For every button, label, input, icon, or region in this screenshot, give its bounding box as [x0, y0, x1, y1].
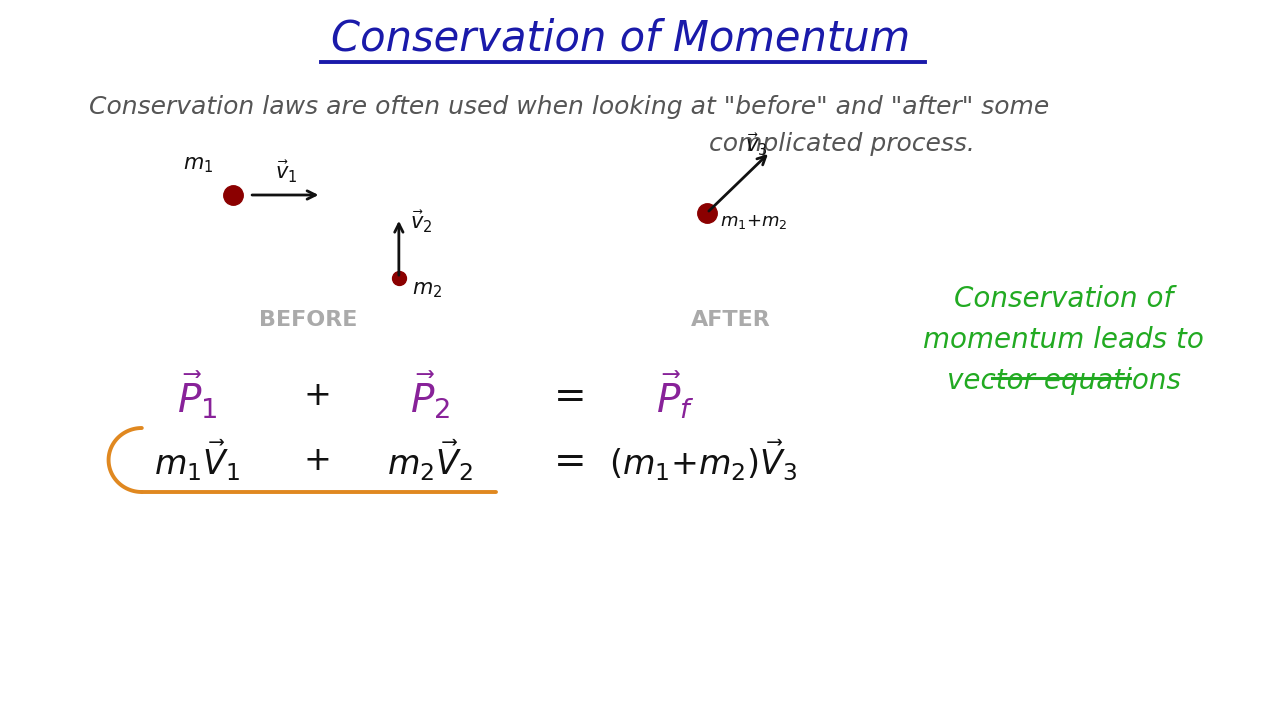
Text: complicated process.: complicated process. — [709, 132, 975, 156]
Text: Conservation of
momentum leads to
vector equations: Conservation of momentum leads to vector… — [923, 285, 1204, 395]
Text: $m_1{+}m_2$: $m_1{+}m_2$ — [721, 213, 787, 231]
Text: $=$: $=$ — [547, 441, 584, 479]
Text: Conservation of Momentum: Conservation of Momentum — [332, 17, 910, 59]
Text: $\vec{v}_1$: $\vec{v}_1$ — [275, 159, 297, 185]
Text: $m_2$: $m_2$ — [412, 280, 443, 300]
Text: $m_1$: $m_1$ — [183, 155, 212, 175]
Text: $+$: $+$ — [302, 444, 329, 477]
Text: $\vec{v}_3$: $\vec{v}_3$ — [745, 132, 767, 158]
Text: Conservation laws are often used when looking at "before" and "after" some: Conservation laws are often used when lo… — [88, 95, 1048, 119]
Text: $+$: $+$ — [302, 379, 329, 412]
Text: $\vec{v}_2$: $\vec{v}_2$ — [410, 209, 433, 235]
Text: $\vec{P}_2$: $\vec{P}_2$ — [410, 369, 451, 421]
Text: $m_1\vec{V}_1$: $m_1\vec{V}_1$ — [154, 437, 241, 482]
Text: $=$: $=$ — [547, 376, 584, 414]
Text: $(m_1{+}m_2)\vec{V}_3$: $(m_1{+}m_2)\vec{V}_3$ — [609, 437, 797, 482]
Text: AFTER: AFTER — [691, 310, 771, 330]
Text: $\vec{P}_1$: $\vec{P}_1$ — [177, 369, 218, 421]
Text: BEFORE: BEFORE — [259, 310, 357, 330]
Text: $m_2\vec{V}_2$: $m_2\vec{V}_2$ — [387, 437, 472, 482]
Text: $\vec{P}_f$: $\vec{P}_f$ — [657, 369, 695, 421]
